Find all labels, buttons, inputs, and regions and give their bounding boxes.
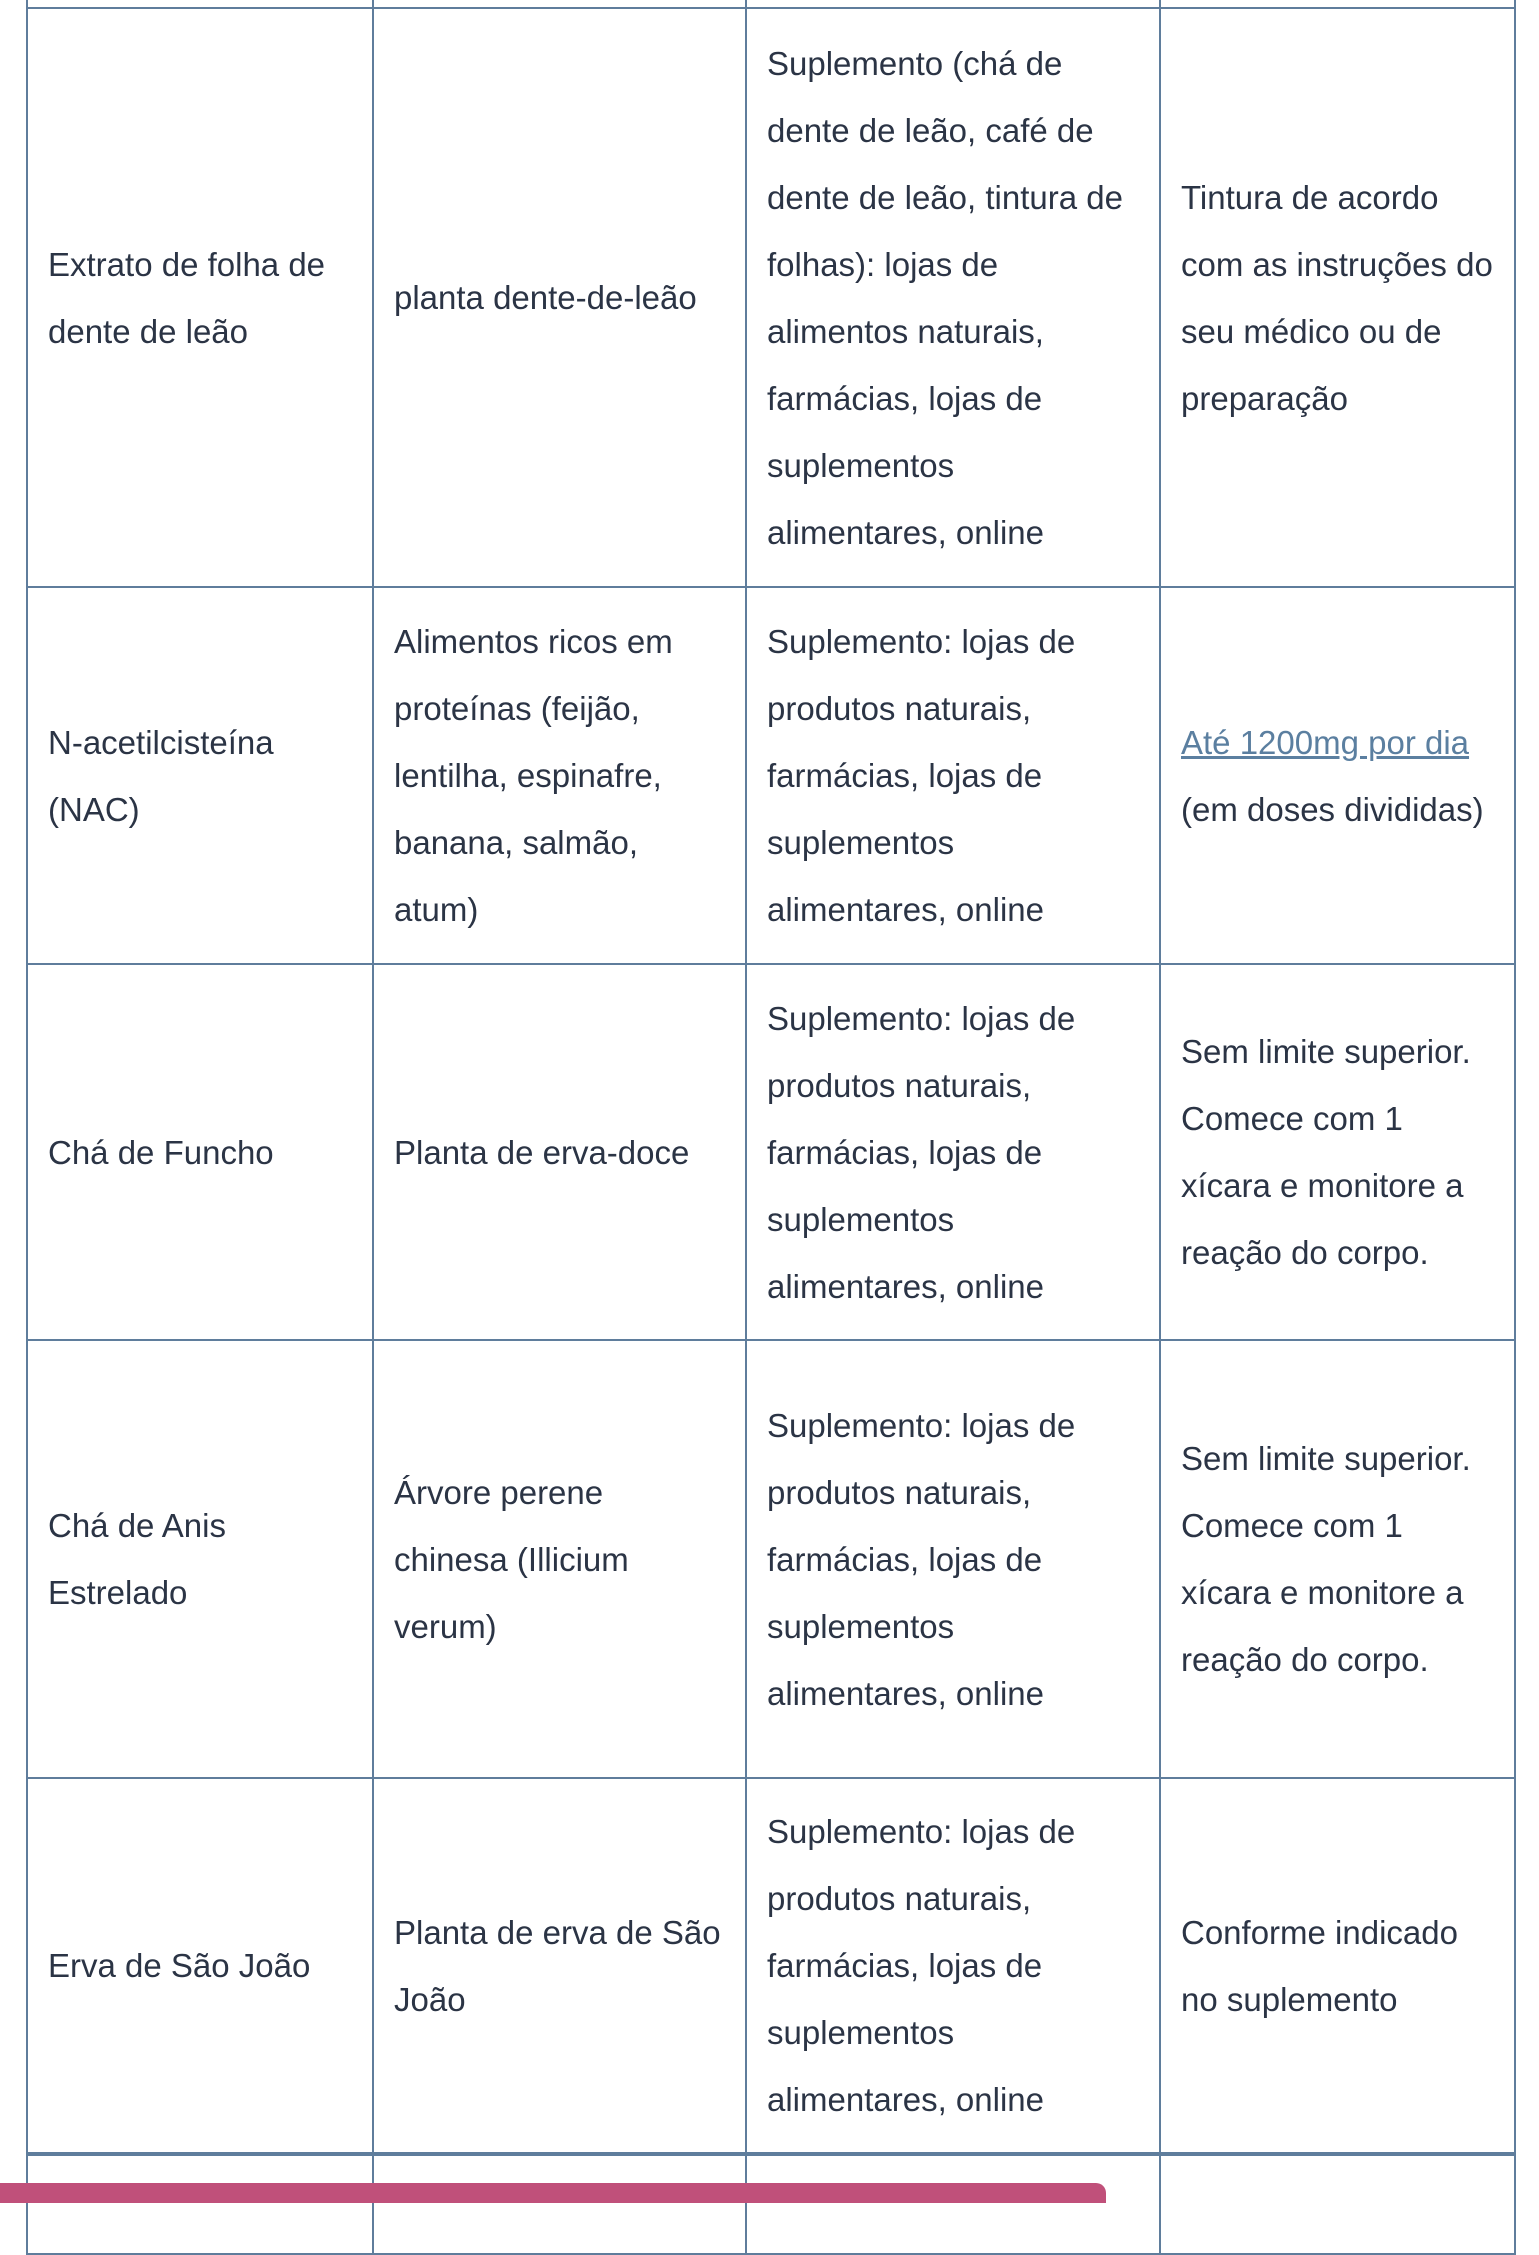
cell-where: Suplemento: lojas de produtos naturais, …: [745, 963, 1161, 1341]
cell-dose: [1159, 2152, 1516, 2255]
cell-dose: Conforme indicado no suplemento: [1159, 1777, 1516, 2155]
table-row: [26, 0, 1516, 9]
cell-source: planta dente-de-leão: [372, 7, 747, 588]
cell-source: Alimentos ricos em proteínas (feijão, le…: [372, 586, 747, 965]
bottom-banner[interactable]: [0, 2183, 1106, 2203]
cell-source: [372, 0, 747, 9]
cell-source: Árvore perene chinesa (Illicium verum): [372, 1339, 747, 1779]
cell-dose: Sem limite superior. Comece com 1 xícara…: [1159, 1339, 1516, 1779]
cell-name: Erva de São João: [26, 1777, 374, 2155]
cell-where: [745, 2152, 1161, 2255]
cell-name: Chá de Funcho: [26, 963, 374, 1341]
cell-source: [372, 2152, 747, 2255]
supplements-table: Extrato de folha de dente de leão planta…: [26, 0, 1516, 2255]
cell-name: [26, 2152, 374, 2255]
cell-where: Suplemento: lojas de produtos naturais, …: [745, 1777, 1161, 2155]
cell-name: N-acetilcisteína (NAC): [26, 586, 374, 965]
table-row: N-acetilcisteína (NAC) Alimentos ricos e…: [26, 586, 1516, 965]
dose-link[interactable]: Até 1200mg por dia: [1181, 723, 1470, 761]
cell-dose: Sem limite superior. Comece com 1 xícara…: [1159, 963, 1516, 1341]
cell-name: [26, 0, 374, 9]
cell-dose: [1159, 0, 1516, 9]
table-row: Chá de Funcho Planta de erva-doce Suplem…: [26, 963, 1516, 1341]
table-row: [26, 2152, 1516, 2255]
cell-where: Suplemento: lojas de produtos naturais, …: [745, 1339, 1161, 1779]
cell-source: Planta de erva de São João: [372, 1777, 747, 2155]
cell-name: Extrato de folha de dente de leão: [26, 7, 374, 588]
table-row: Erva de São João Planta de erva de São J…: [26, 1777, 1516, 2155]
dose-note: (em doses divididas): [1181, 790, 1484, 828]
table-row: Chá de Anis Estrelado Árvore perene chin…: [26, 1339, 1516, 1779]
cell-name: Chá de Anis Estrelado: [26, 1339, 374, 1779]
cell-dose: Até 1200mg por dia (em doses divididas): [1159, 586, 1516, 965]
cell-where: Suplemento: lojas de produtos naturais, …: [745, 586, 1161, 965]
cell-where: [745, 0, 1161, 9]
cell-where: Suplemento (chá de dente de leão, café d…: [745, 7, 1161, 588]
cell-dose: Tintura de acordo com as instruções do s…: [1159, 7, 1516, 588]
cell-source: Planta de erva-doce: [372, 963, 747, 1341]
table-row: Extrato de folha de dente de leão planta…: [26, 7, 1516, 588]
